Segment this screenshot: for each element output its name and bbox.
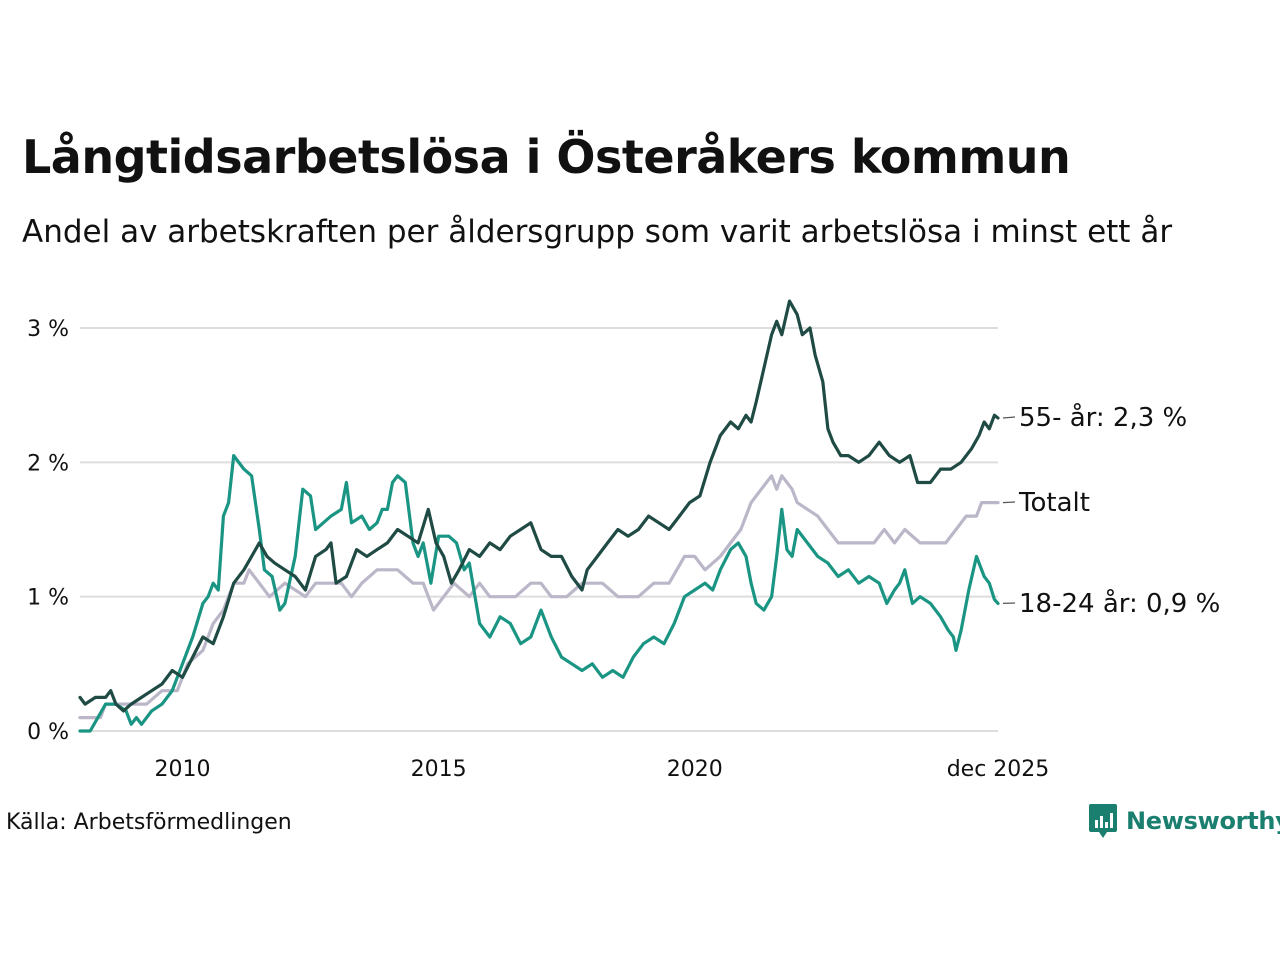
newsworthy-logo[interactable]: Newsworthy: [1088, 803, 1280, 839]
grid-layer: [80, 327, 998, 732]
x-tick-label: 2020: [667, 757, 723, 782]
source-note: Källa: Arbetsförmedlingen: [6, 810, 292, 835]
end-label-leader-s55: [1002, 416, 1016, 419]
chart-subtitle: Andel av arbetskraften per åldersgrupp s…: [22, 214, 1173, 250]
x-tick-label: 2010: [154, 757, 210, 782]
y-tick-label: 3 %: [27, 317, 69, 342]
end-label-s1824: 18-24 år: 0,9 %: [1019, 588, 1220, 619]
series-layer: [78, 299, 1000, 733]
y-tick-label: 1 %: [27, 586, 69, 611]
x-tick-label: 2015: [411, 757, 467, 782]
end-label-leader-total: [1002, 501, 1016, 504]
newsworthy-logo-icon: [1089, 804, 1117, 838]
series-line-s1824: [78, 454, 1000, 733]
x-tick-label: dec 2025: [947, 757, 1050, 782]
series-line-s55: [78, 299, 1000, 713]
label-layer: 0 % 1 % 2 % 3 % 2010 2015 2020 dec 2025 Totalt 18…: [27, 317, 1220, 782]
newsworthy-logo-text: Newsworthy: [1126, 807, 1280, 835]
series-line-total: [78, 474, 1000, 720]
end-label-total: Totalt: [1018, 488, 1090, 518]
y-tick-label: 2 %: [27, 451, 69, 476]
chart-title: Långtidsarbetslösa i Österåkers kommun: [22, 130, 1071, 184]
y-tick-label: 0 %: [27, 720, 69, 745]
end-label-s55: 55- år: 2,3 %: [1019, 402, 1187, 433]
